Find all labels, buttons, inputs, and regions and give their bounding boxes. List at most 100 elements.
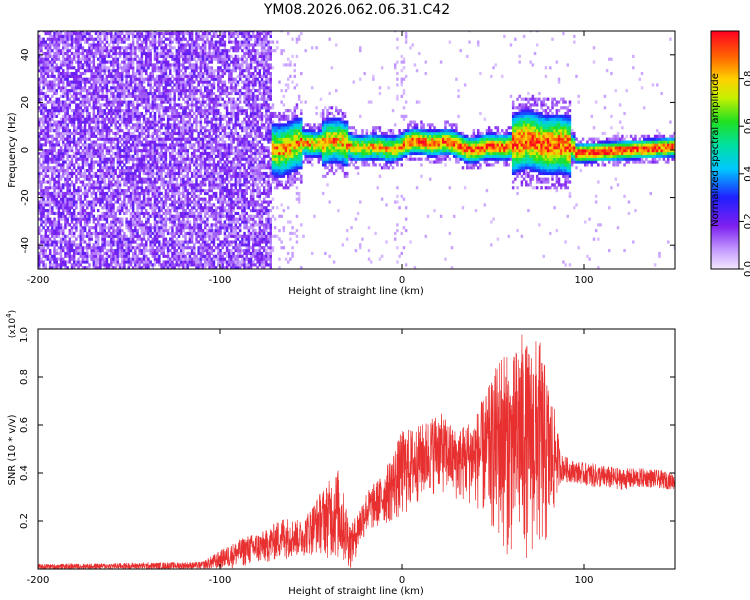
- spectrogram-cell: [201, 266, 205, 269]
- spectrogram-cell: [142, 171, 146, 176]
- spectrogram-cell: [101, 234, 104, 238]
- spectrogram-cell: [193, 200, 196, 204]
- spectrogram-cell: [68, 89, 72, 93]
- spectrogram-cell: [199, 197, 203, 201]
- spectrogram-cell: [46, 180, 50, 184]
- spectrogram-cell: [162, 251, 165, 256]
- spectrogram-cell: [105, 97, 109, 101]
- spectrogram-cell: [136, 134, 139, 138]
- spectrogram-cell: [53, 166, 56, 170]
- spectrogram-cell: [179, 31, 183, 33]
- spectrogram-cell: [190, 214, 194, 218]
- spectrogram-cell: [136, 214, 139, 218]
- spectrogram-cell: [40, 203, 43, 207]
- spectrogram-cell: [134, 240, 137, 244]
- spectrogram-cell: [123, 149, 126, 153]
- spectrogram-cell: [103, 226, 106, 230]
- spectrogram-cell: [79, 51, 82, 56]
- spectrogram-cell: [140, 46, 144, 50]
- spectrogram-cell: [101, 103, 104, 107]
- spectrogram-cell: [142, 89, 146, 93]
- spectrogram-cell: [188, 260, 192, 264]
- spectrogram-cell: [136, 217, 139, 221]
- spectrogram-cell: [99, 120, 102, 124]
- spectrogram-cell: [131, 257, 135, 261]
- spectrogram-cell: [114, 94, 117, 98]
- spectrogram-cell: [38, 89, 41, 93]
- spectrogram-cell: [44, 209, 48, 213]
- spectrogram-cell: [127, 140, 131, 144]
- spectrogram-cell: [46, 111, 50, 116]
- spectrogram-cell: [131, 203, 135, 207]
- spectrogram-cell: [103, 223, 106, 227]
- spectrogram-cell: [190, 200, 194, 204]
- spectrogram-cell: [131, 254, 135, 258]
- spectrogram-cell: [149, 169, 152, 173]
- spectrogram-cell: [177, 166, 181, 170]
- spectrogram-cell: [114, 71, 117, 76]
- spectrogram-cell: [53, 246, 56, 250]
- spectrogram-cell: [94, 114, 98, 118]
- spectrogram-cell: [66, 251, 69, 256]
- spectrogram-cell: [131, 211, 135, 216]
- spectrogram-cell: [138, 94, 141, 98]
- spectrogram-cell: [125, 57, 128, 61]
- spectrogram-cell: [145, 46, 148, 50]
- spectrogram-cell: [188, 91, 192, 96]
- spectrogram-cell: [99, 74, 102, 78]
- spectrogram-cell: [112, 209, 115, 213]
- spectrogram-cell: [195, 91, 198, 96]
- spectrogram-cell: [149, 249, 152, 253]
- spectrogram-cell: [70, 229, 74, 233]
- spectrogram-cell: [62, 197, 65, 201]
- spectrogram-cell: [53, 83, 56, 87]
- spectrogram-cell: [94, 197, 98, 201]
- spectrogram-cell: [105, 40, 109, 44]
- spectrogram-cell: [53, 171, 56, 176]
- spectrogram-cell: [55, 220, 58, 224]
- spectrogram-cell: [162, 166, 165, 170]
- spectrogram-cell: [136, 54, 139, 58]
- spectrogram-cell: [164, 129, 168, 133]
- spectrogram-cell: [129, 214, 133, 218]
- spectrogram-cell: [177, 34, 181, 38]
- spectrogram-cell: [99, 231, 102, 236]
- spectrogram-cell: [83, 240, 87, 244]
- spectrogram-cell: [53, 189, 56, 193]
- spectrogram-cell: [171, 109, 174, 113]
- spectrogram-cell: [48, 249, 52, 253]
- spectrogram-cell: [51, 154, 54, 158]
- spectrogram-cell: [55, 234, 58, 238]
- spectrogram-cell: [81, 160, 85, 164]
- spectrogram-cell: [90, 91, 93, 96]
- spectrogram-cell: [177, 217, 181, 221]
- spectrogram-cell: [193, 143, 196, 147]
- spectrogram-cell: [179, 151, 183, 156]
- spectrogram-cell: [186, 151, 189, 156]
- spectrogram-cell: [92, 37, 96, 41]
- spectrogram-cell: [125, 220, 128, 224]
- spectrogram-cell: [140, 186, 144, 190]
- spectrogram-cell: [127, 263, 131, 267]
- spectrogram-cell: [186, 80, 189, 84]
- spectrogram-cell: [164, 246, 168, 250]
- spectrogram-cell: [162, 89, 165, 93]
- spectrogram-cell: [51, 86, 54, 90]
- spectrogram-cell: [166, 117, 170, 121]
- spectrogram-cell: [46, 191, 50, 196]
- spectrogram-cell: [68, 91, 72, 96]
- spectrogram-cell: [51, 226, 54, 230]
- spectrogram-cell: [162, 106, 165, 110]
- spectrogram-cell: [197, 111, 200, 116]
- spectrogram-cell: [79, 217, 82, 221]
- spectrogram-cell: [68, 83, 72, 87]
- spectrogram-cell: [120, 71, 124, 76]
- spectrogram-cell: [134, 77, 137, 81]
- spectrogram-cell: [66, 140, 69, 144]
- spectrogram-cell: [195, 54, 198, 58]
- spectrogram-cell: [53, 229, 56, 233]
- spectrogram-cell: [64, 246, 67, 250]
- spectrogram-cell: [72, 197, 76, 201]
- spectrogram-cell: [160, 220, 163, 224]
- spectrogram-cell: [92, 31, 96, 33]
